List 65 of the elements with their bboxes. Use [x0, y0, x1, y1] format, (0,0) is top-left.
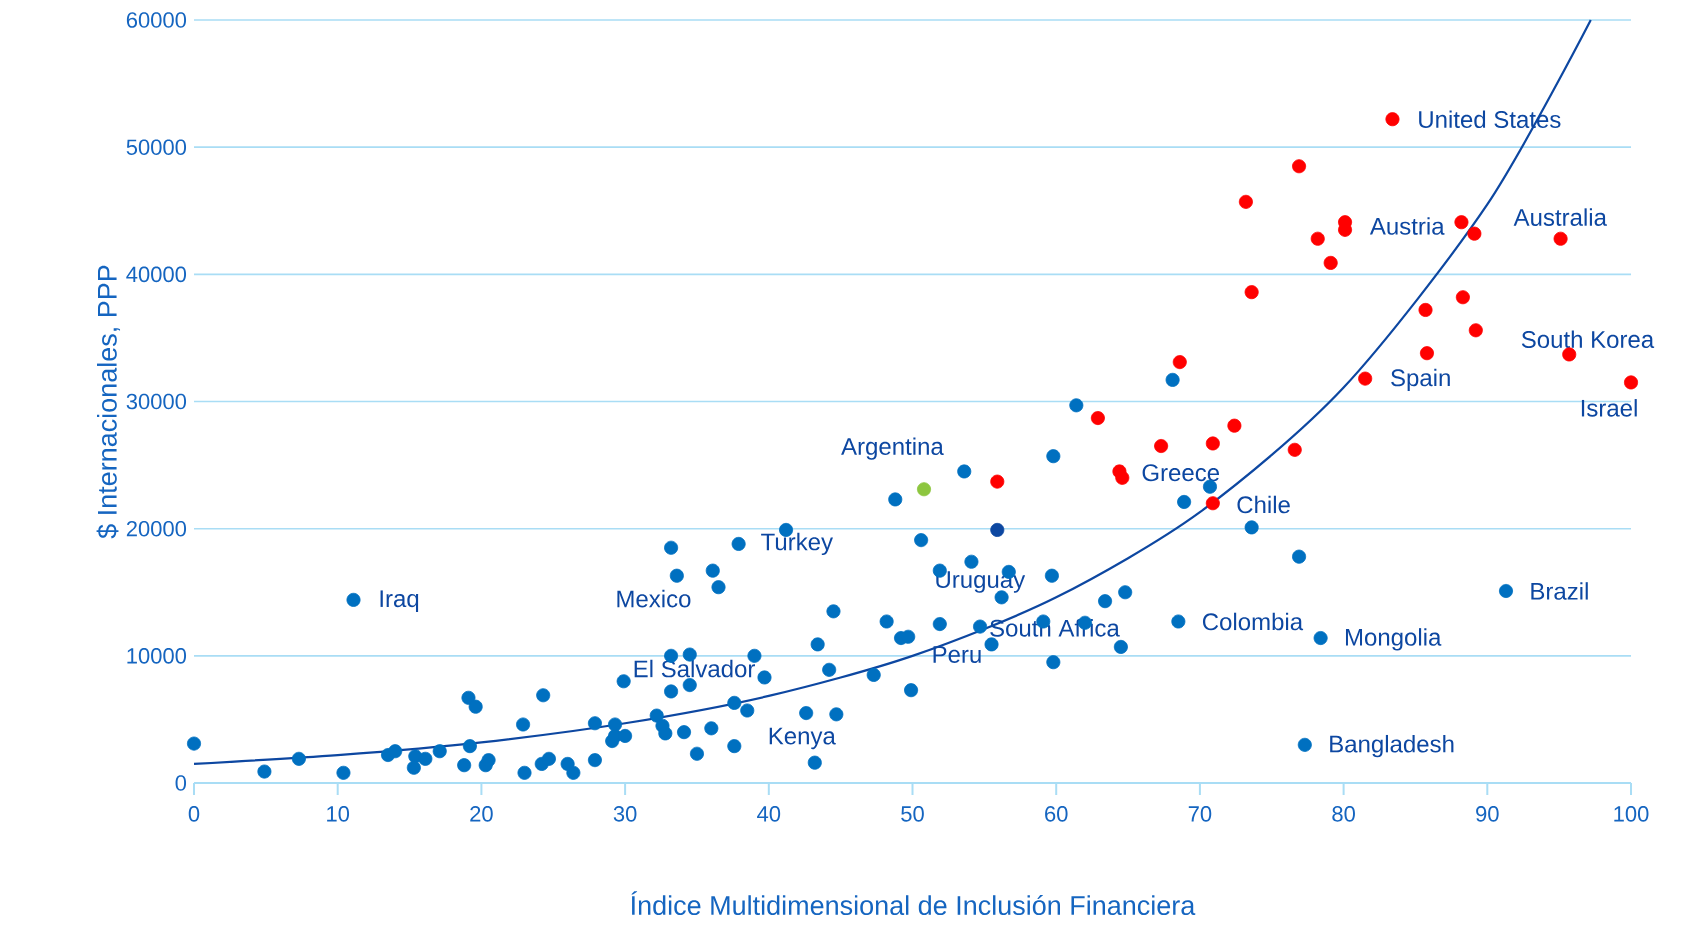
- point: [1419, 346, 1434, 361]
- annotation: Chile: [1237, 495, 1290, 514]
- point: [1468, 323, 1483, 338]
- y-axis-title: $ Internacionales, PPP: [96, 265, 121, 539]
- annotation: El Salvador: [634, 659, 755, 678]
- annotation: Spain: [1391, 368, 1450, 392]
- point: [1418, 302, 1433, 317]
- annotation: Peru: [933, 646, 981, 663]
- annotation: South Korea: [1521, 330, 1655, 348]
- x-tick-label: 40: [757, 806, 781, 822]
- point: [1467, 226, 1482, 241]
- annotation: Bangladesh: [1330, 734, 1454, 758]
- y-tick-label: 50000: [126, 139, 187, 155]
- point: [1455, 290, 1470, 305]
- point: [1310, 231, 1325, 246]
- annotation: Turkey: [761, 532, 833, 556]
- x-tick-label: 0: [188, 806, 200, 822]
- point: [1172, 355, 1187, 370]
- annotation: Argentina: [841, 437, 944, 460]
- x-tick-label: 90: [1476, 806, 1499, 822]
- point: [1454, 215, 1469, 230]
- point: [917, 482, 932, 497]
- annotation: Austria: [1369, 217, 1445, 235]
- point: [1115, 470, 1130, 485]
- point: [1090, 411, 1105, 426]
- point: [1287, 442, 1302, 457]
- x-tick-label: 70: [1188, 806, 1212, 822]
- point: [1323, 255, 1338, 270]
- y-tick-label: 40000: [126, 266, 187, 283]
- annotation: Australia: [1513, 208, 1607, 226]
- y-tick-label: 30000: [126, 393, 187, 410]
- point: [1227, 418, 1242, 433]
- x-tick-label: 30: [613, 806, 637, 822]
- point: [990, 522, 1005, 537]
- point: [1205, 436, 1220, 451]
- point: [1292, 159, 1307, 174]
- annotation: Mongolia: [1345, 628, 1442, 651]
- annotation: Colombia: [1202, 612, 1304, 631]
- point: [990, 474, 1005, 489]
- x-tick-label: 50: [901, 806, 924, 822]
- point: [1205, 496, 1220, 511]
- x-tick-label: 20: [470, 806, 493, 822]
- x-tick-label: 60: [1045, 806, 1068, 822]
- point: [1154, 439, 1169, 454]
- annotation: Israel: [1581, 399, 1637, 417]
- point: [1244, 285, 1259, 300]
- point: [1385, 112, 1400, 127]
- x-tick-label: 80: [1332, 806, 1355, 822]
- point: [1624, 375, 1639, 390]
- x-tick-label: 100: [1614, 806, 1649, 822]
- point: [1358, 371, 1373, 386]
- annotation: Kenya: [769, 727, 836, 750]
- annotation: Iraq: [380, 590, 419, 612]
- annotation: Greece: [1142, 464, 1220, 482]
- y-tick-label: 20000: [126, 520, 187, 537]
- y-tick-label: 60000: [126, 12, 187, 28]
- annotation: Mexico: [617, 589, 691, 608]
- y-tick-label: 10000: [127, 648, 187, 664]
- x-tick-label: 10: [327, 806, 350, 822]
- point: [1238, 194, 1253, 209]
- x-axis-title: Índice Multidimensional de Inclusión Financiera: [631, 891, 1196, 916]
- annotation: Brazil: [1531, 582, 1588, 600]
- point: [1553, 231, 1568, 246]
- point: [1562, 347, 1577, 362]
- y-tick-label: 0: [175, 775, 187, 791]
